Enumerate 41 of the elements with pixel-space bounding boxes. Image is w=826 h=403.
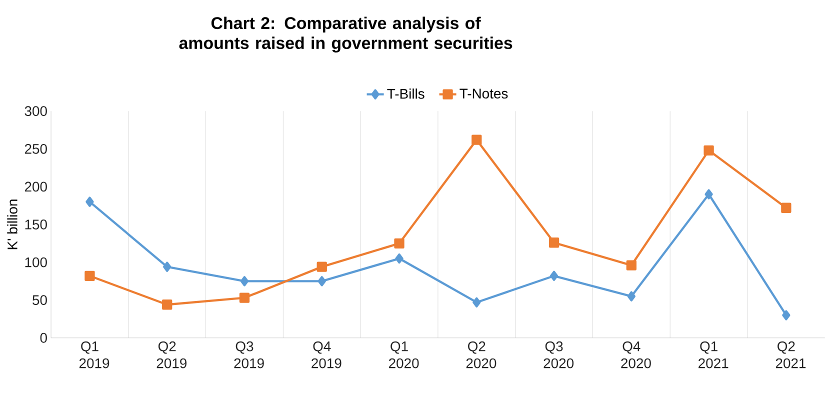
legend-label: T-Notes [460,88,508,98]
point [163,262,172,272]
y-tick-label: 0 [40,332,47,343]
point [781,202,792,213]
x-tick-label: Q4 2020 [621,341,651,368]
x-tick-label: Q3 2019 [234,341,264,368]
y-axis-title: K' billion [7,200,18,250]
point [394,238,404,248]
point [239,292,250,303]
point [704,189,713,200]
y-tick-label: 100 [25,257,47,268]
point [318,276,326,286]
point [240,276,249,286]
y-tick-label: 150 [25,220,47,230]
point [626,260,636,270]
x-tick-label: Q2 2019 [156,341,186,368]
point [550,270,558,281]
x-tick-label: Q2 2020 [466,341,496,368]
point [84,270,95,281]
point [162,300,172,310]
y-tick-label: 300 [24,106,47,116]
point [472,134,482,145]
x-tick-label: Q3 2020 [544,341,574,368]
point [782,310,790,320]
x-tick-label: Q1 2019 [79,341,110,368]
y-tick-label: 50 [32,295,47,305]
point [704,145,714,156]
x-tick-label: Q1 2021 [698,341,728,368]
x-tick-label: Q1 2020 [389,341,419,368]
point [316,262,327,272]
point [395,253,404,264]
point [627,291,636,302]
point [86,196,94,207]
chart-title: Chart 2: Comparative analysis of amounts raised in government securities [179,16,512,52]
y-tick-label: 250 [24,144,47,154]
point [548,238,560,248]
legend-label: T-Bills [387,88,424,99]
point [472,297,481,308]
y-tick-label: 200 [24,182,47,192]
x-tick-label: Q2 2021 [776,341,806,368]
x-tick-label: Q4 2019 [312,341,342,368]
